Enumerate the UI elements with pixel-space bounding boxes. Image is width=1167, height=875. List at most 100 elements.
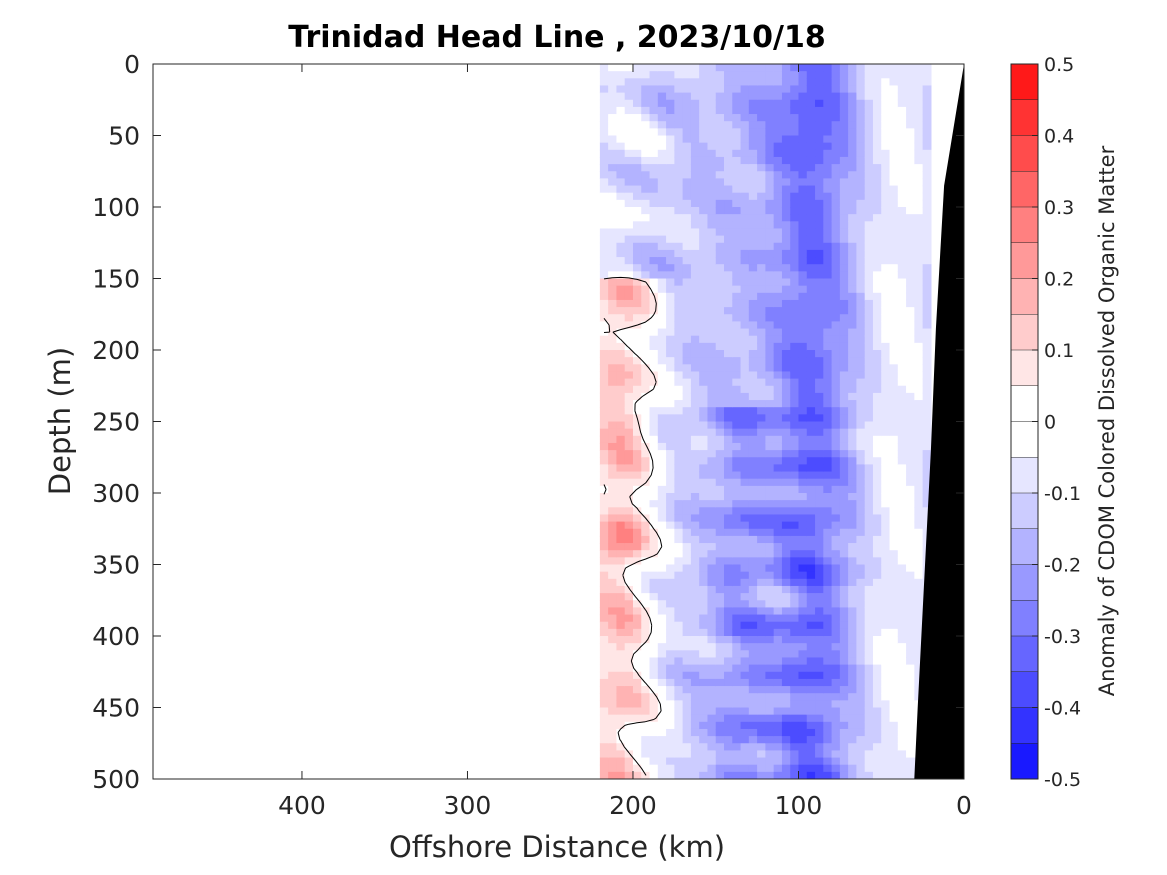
heat-cell xyxy=(823,585,833,594)
heat-cell xyxy=(839,392,849,401)
heat-cell xyxy=(724,428,733,437)
heat-cell xyxy=(790,121,800,129)
heat-cell xyxy=(632,736,642,744)
heat-cell xyxy=(848,757,858,766)
heat-cell xyxy=(740,192,750,201)
heat-cell xyxy=(641,707,651,716)
heat-cell xyxy=(748,650,758,659)
heat-cell xyxy=(872,235,882,244)
heat-cell xyxy=(608,714,618,723)
heat-cell xyxy=(599,736,609,744)
heat-cell xyxy=(732,621,742,630)
heat-cell xyxy=(831,307,841,315)
heat-cell xyxy=(889,578,899,587)
heat-cell xyxy=(856,407,866,415)
heat-cell xyxy=(707,106,717,115)
heat-cell xyxy=(889,435,899,444)
heat-cell xyxy=(922,328,932,337)
heat-cell xyxy=(674,171,684,179)
heat-cell xyxy=(889,442,899,451)
heat-cell xyxy=(848,571,858,580)
heat-cell xyxy=(599,400,609,408)
heat-cell xyxy=(649,714,659,723)
heat-cell xyxy=(856,149,866,158)
heat-cell xyxy=(715,571,725,580)
heat-cell xyxy=(649,221,659,230)
heat-cell xyxy=(740,614,750,623)
heat-cell xyxy=(616,149,626,158)
heat-cell xyxy=(690,414,700,423)
heat-cell xyxy=(914,221,924,230)
heat-cell xyxy=(773,457,783,465)
heat-cell xyxy=(657,85,667,94)
heat-cell xyxy=(815,135,824,144)
heat-cell xyxy=(608,728,618,737)
heat-cell xyxy=(881,106,891,115)
heat-cell xyxy=(831,607,841,616)
heat-cell xyxy=(897,678,907,687)
heat-cell xyxy=(815,757,824,766)
heat-cell xyxy=(881,771,891,779)
heat-cell xyxy=(732,578,742,587)
heat-cell xyxy=(624,392,634,401)
heat-cell xyxy=(815,357,824,365)
heat-cell xyxy=(666,285,675,294)
heat-cell xyxy=(889,514,899,523)
heat-cell xyxy=(699,207,709,215)
heat-cell xyxy=(715,435,725,444)
heat-cell xyxy=(906,543,915,551)
heat-cell xyxy=(624,292,634,301)
heat-cell xyxy=(740,535,750,544)
heat-cell xyxy=(897,128,907,137)
heat-cell xyxy=(897,328,907,337)
heat-cell xyxy=(707,535,717,544)
heat-cell xyxy=(790,235,800,244)
heat-cell xyxy=(897,450,907,458)
heat-cell xyxy=(839,364,849,373)
heat-cell xyxy=(856,249,866,258)
heat-cell xyxy=(897,600,907,608)
heat-cell xyxy=(690,135,700,144)
heat-cell xyxy=(699,378,709,387)
heat-cell xyxy=(707,271,717,280)
heat-cell xyxy=(732,414,742,423)
heat-cell xyxy=(856,693,866,701)
heat-cell xyxy=(699,149,709,158)
heat-cell xyxy=(707,528,717,537)
heat-cell xyxy=(666,485,675,494)
heat-cell xyxy=(682,271,692,280)
heat-cell xyxy=(806,678,816,687)
heat-cell xyxy=(781,771,791,779)
heat-cell xyxy=(715,307,725,315)
heat-cell xyxy=(765,478,775,487)
heat-cell xyxy=(732,721,742,730)
heat-cell xyxy=(773,721,783,730)
heat-cell xyxy=(798,764,808,773)
heat-cell xyxy=(616,493,626,501)
heat-cell xyxy=(707,442,717,451)
heat-cell xyxy=(666,557,675,566)
heat-cell xyxy=(748,178,758,187)
heat-cell xyxy=(815,228,824,237)
heat-cell xyxy=(765,207,775,215)
heat-cell xyxy=(641,607,651,616)
heat-cell xyxy=(690,535,700,544)
heat-cell xyxy=(599,721,609,730)
heat-cell xyxy=(599,421,609,430)
heat-cell xyxy=(649,378,659,387)
heat-cell xyxy=(724,364,733,373)
heat-cell xyxy=(748,700,758,709)
heat-cell xyxy=(682,221,692,230)
heat-cell xyxy=(906,92,915,101)
heat-cell xyxy=(616,121,626,129)
heat-cell xyxy=(765,106,775,115)
heat-cell xyxy=(674,593,684,601)
heat-cell xyxy=(674,221,684,230)
heat-cell xyxy=(682,114,692,122)
heat-cell xyxy=(897,464,907,473)
heat-cell xyxy=(674,485,684,494)
heat-cell xyxy=(864,257,874,265)
heat-cell xyxy=(831,657,841,666)
heat-cell xyxy=(757,557,766,566)
